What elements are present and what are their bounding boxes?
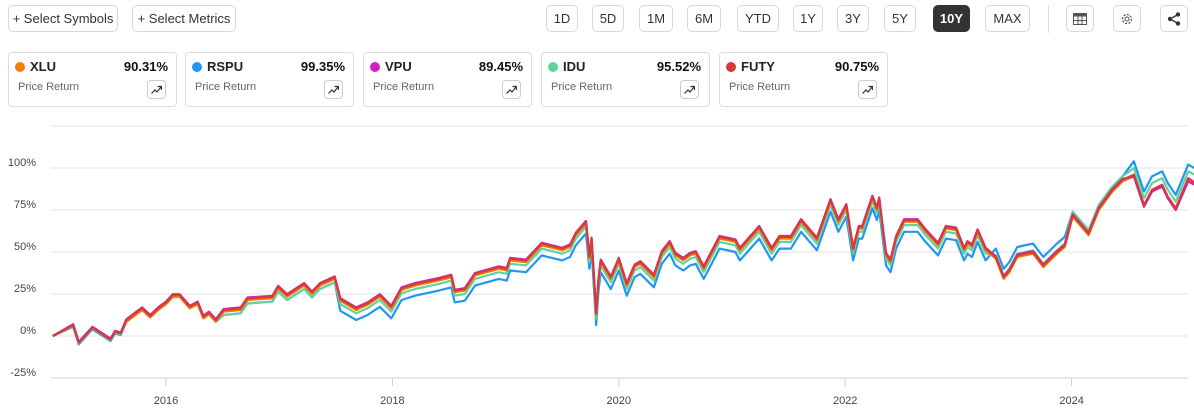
symbol-card-xlu[interactable]: XLU 90.31% Price Return: [8, 52, 177, 107]
period-button-max[interactable]: MAX: [985, 5, 1030, 32]
period-button-6m[interactable]: 6M: [687, 5, 721, 32]
x-tick-label: 2018: [380, 395, 404, 407]
share-button[interactable]: [1160, 5, 1188, 32]
period-button-1y[interactable]: 1Y: [793, 5, 823, 32]
series-color-dot: [15, 62, 25, 72]
trend-chart-button[interactable]: [680, 80, 699, 99]
gear-icon: [1121, 13, 1133, 24]
series-color-dot: [548, 62, 558, 72]
trend-arrow-icon: [506, 85, 517, 94]
period-button-5y[interactable]: 5Y: [884, 5, 916, 32]
select-metrics-button[interactable]: + Select Metrics: [132, 5, 236, 32]
y-tick-label: 50%: [14, 241, 36, 253]
table-icon: [1073, 12, 1087, 25]
return-value: 90.75%: [834, 59, 879, 74]
symbol-card-futy[interactable]: FUTY 90.75% Price Return: [719, 52, 888, 107]
period-button-1d[interactable]: 1D: [546, 5, 578, 32]
x-tick-label: 2020: [607, 395, 631, 407]
trend-chart-button[interactable]: [147, 80, 166, 99]
y-tick-label: 0%: [20, 325, 36, 337]
trend-arrow-icon: [328, 85, 339, 94]
table-view-button[interactable]: [1066, 5, 1094, 32]
y-tick-label: 25%: [14, 283, 36, 295]
trend-arrow-icon: [684, 85, 695, 94]
symbol-card-vpu[interactable]: VPU 89.45% Price Return: [363, 52, 532, 107]
trend-arrow-icon: [151, 85, 162, 94]
trend-arrow-icon: [862, 85, 873, 94]
symbol-card-idu[interactable]: IDU 95.52% Price Return: [541, 52, 710, 107]
trend-chart-button[interactable]: [858, 80, 877, 99]
series-color-dot: [726, 62, 736, 72]
toolbar-divider: [1048, 5, 1049, 33]
symbol-name: XLU: [30, 59, 56, 74]
return-value: 90.31%: [123, 59, 168, 74]
symbol-name: RSPU: [207, 59, 244, 74]
return-value: 99.35%: [300, 59, 345, 74]
metric-label: Price Return: [373, 81, 435, 93]
series-color-dot: [192, 62, 202, 72]
symbol-card-rspu[interactable]: RSPU 99.35% Price Return: [185, 52, 354, 107]
period-button-1m[interactable]: 1M: [639, 5, 673, 32]
metric-label: Price Return: [195, 81, 257, 93]
period-button-5d[interactable]: 5D: [592, 5, 624, 32]
period-button-10y[interactable]: 10Y: [933, 5, 970, 32]
series-line-xlu: [52, 175, 1194, 344]
return-value: 89.45%: [478, 59, 523, 74]
return-value: 95.52%: [656, 59, 701, 74]
period-button-3y[interactable]: 3Y: [837, 5, 869, 32]
series-line-futy: [52, 173, 1194, 344]
x-tick-label: 2022: [833, 395, 857, 407]
metric-label: Price Return: [729, 81, 791, 93]
trend-chart-button[interactable]: [324, 80, 343, 99]
trend-chart-button[interactable]: [502, 80, 521, 99]
y-tick-label: 75%: [14, 199, 36, 211]
metric-label: Price Return: [18, 81, 80, 93]
share-icon: [1167, 11, 1181, 26]
settings-button[interactable]: [1113, 5, 1141, 32]
symbol-name: FUTY: [741, 59, 775, 74]
period-button-ytd[interactable]: YTD: [737, 5, 779, 32]
series-line-vpu: [52, 175, 1194, 343]
y-tick-label: 100%: [8, 157, 36, 169]
y-tick-label: -25%: [10, 367, 36, 379]
x-tick-label: 2024: [1059, 395, 1083, 407]
x-tick-label: 2016: [154, 395, 178, 407]
series-line-idu: [52, 166, 1194, 345]
metric-label: Price Return: [551, 81, 613, 93]
symbol-name: VPU: [385, 59, 412, 74]
series-color-dot: [370, 62, 380, 72]
select-symbols-button[interactable]: + Select Symbols: [8, 5, 118, 32]
series-line-rspu: [52, 160, 1194, 346]
symbol-name: IDU: [563, 59, 586, 74]
